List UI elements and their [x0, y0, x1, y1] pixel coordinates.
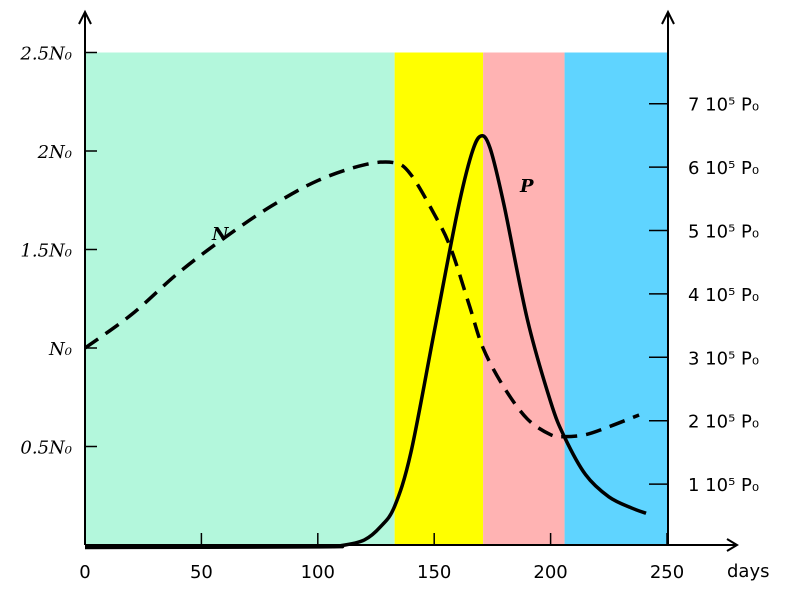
x-tick-label: 0 — [79, 562, 90, 583]
x-tick-label: 200 — [533, 562, 567, 583]
right-tick-label: 7 10⁵ P₀ — [688, 95, 759, 116]
x-tick-label: 250 — [650, 562, 684, 583]
series-label-p: P — [519, 176, 534, 197]
right-tick-label: 1 10⁵ P₀ — [688, 475, 759, 496]
right-tick-label: 6 10⁵ P₀ — [688, 158, 759, 179]
series-label-n: N — [211, 224, 230, 245]
right-tick-label: 3 10⁵ P₀ — [688, 348, 759, 369]
x-tick-label: 50 — [190, 562, 213, 583]
series-line-p — [84, 134, 647, 550]
left-tick-label: 1.5N₀ — [20, 241, 72, 262]
right-tick-label: 4 10⁵ P₀ — [688, 285, 759, 306]
x-axis-arrow-icon — [726, 538, 739, 552]
x-tick-label: 150 — [417, 562, 451, 583]
left-axis-arrow-icon — [78, 9, 92, 25]
left-tick-label: 0.5N₀ — [20, 438, 72, 459]
x-tick-label: 100 — [301, 562, 335, 583]
right-axis-arrow-icon — [661, 9, 675, 25]
x-axis-label: days — [727, 561, 770, 582]
left-tick-label: N₀ — [48, 339, 72, 360]
left-tick-label: 2.5N₀ — [19, 44, 72, 65]
right-tick-label: 5 10⁵ P₀ — [688, 222, 759, 243]
right-tick-label: 2 10⁵ P₀ — [688, 412, 759, 433]
phase-band — [564, 52, 667, 545]
phase-band — [85, 52, 395, 545]
left-tick-label: 2N₀ — [37, 142, 72, 163]
